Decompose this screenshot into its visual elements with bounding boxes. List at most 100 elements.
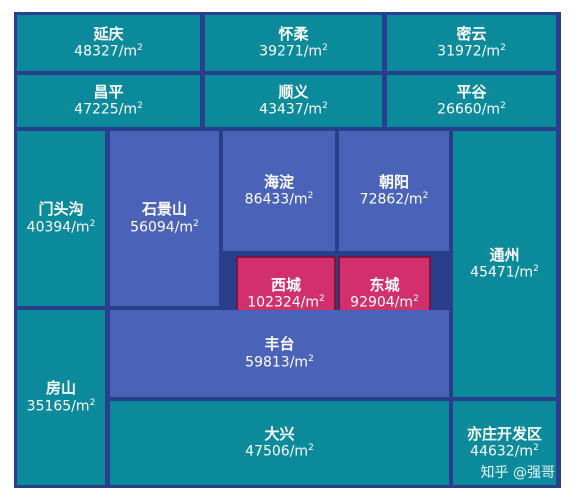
district-price: 39271/m2 (259, 43, 328, 61)
district-price: 59813/m2 (245, 354, 314, 372)
district-name: 西城 (270, 275, 301, 294)
district-tile-huairou: 怀柔 39271/m2 (205, 15, 382, 71)
price-unit: /m (300, 294, 320, 311)
district-name: 延庆 (93, 24, 124, 43)
price-unit: /m (289, 443, 309, 460)
price-unit: /m (71, 219, 90, 236)
price-unit-exponent: 2 (413, 294, 419, 305)
price-value: 45471 (470, 264, 515, 281)
watermark: 知乎 @强哥 (480, 465, 555, 481)
price-value: 72862 (359, 191, 405, 208)
price-unit-exponent: 2 (137, 101, 143, 112)
price-unit: /m (404, 191, 423, 208)
district-price: 86433/m2 (245, 191, 314, 209)
price-unit: /m (71, 398, 90, 415)
price-unit-exponent: 2 (322, 43, 328, 54)
district-tile-yizhuang: 亦庄开发区 44632/m2 (453, 401, 556, 485)
district-name: 大兴 (264, 424, 295, 443)
price-unit-exponent: 2 (533, 264, 539, 275)
district-name: 丰台 (264, 335, 295, 354)
price-value: 92904 (350, 294, 395, 311)
price-unit: /m (289, 191, 308, 208)
district-tile-fangshan: 房山 35165/m2 (17, 310, 105, 485)
district-tile-fengtai: 丰台 59813/m2 (110, 310, 449, 397)
district-price: 47506/m2 (245, 443, 314, 461)
district-price: 40394/m2 (27, 219, 96, 237)
price-unit-exponent: 2 (500, 43, 506, 54)
district-price: 35165/m2 (27, 398, 96, 416)
price-value: 26660 (437, 101, 482, 118)
district-name: 亦庄开发区 (466, 424, 542, 443)
price-unit: /m (118, 101, 138, 118)
price-unit: /m (174, 219, 194, 236)
district-name: 怀柔 (278, 24, 309, 43)
district-name: 门头沟 (38, 200, 84, 219)
price-value: 35165 (26, 398, 72, 415)
price-value: 44632 (470, 443, 515, 460)
price-unit-exponent: 2 (308, 443, 314, 454)
district-name: 顺义 (278, 82, 309, 101)
price-unit: /m (394, 294, 414, 311)
district-tile-yanqing: 延庆 48327/m2 (17, 15, 200, 71)
district-price: 102324/m2 (247, 294, 325, 312)
price-unit-exponent: 2 (193, 218, 199, 229)
price-value: 39271 (259, 43, 304, 60)
price-value: 48327 (74, 43, 119, 60)
price-unit-exponent: 2 (137, 43, 143, 54)
district-price: 44632/m2 (470, 443, 539, 461)
district-tile-changping: 昌平 47225/m2 (17, 75, 200, 127)
price-value: 43437 (259, 101, 304, 118)
price-value: 86433 (244, 191, 290, 208)
district-tile-chaoyang: 朝阳 72862/m2 (339, 131, 449, 251)
district-name: 昌平 (93, 82, 124, 101)
district-tile-shunyi: 顺义 43437/m2 (205, 75, 382, 127)
price-unit: /m (514, 264, 534, 281)
price-unit-exponent: 2 (422, 191, 429, 202)
price-value: 102324 (247, 294, 301, 311)
price-value: 59813 (245, 354, 290, 371)
district-price: 92904/m2 (350, 294, 419, 312)
district-price: 48327/m2 (74, 43, 143, 61)
price-unit: /m (481, 43, 501, 60)
price-value: 40394 (26, 219, 72, 236)
price-value: 47506 (245, 443, 290, 460)
district-price: 47225/m2 (74, 101, 143, 119)
district-tile-shijingshan: 石景山 56094/m2 (110, 131, 219, 306)
district-tile-tongzhou: 通州 45471/m2 (453, 131, 556, 397)
district-name: 东城 (369, 275, 400, 294)
district-price: 26660/m2 (437, 101, 506, 119)
price-unit-exponent: 2 (308, 353, 314, 364)
price-unit: /m (303, 43, 323, 60)
district-name: 密云 (456, 24, 487, 43)
price-unit-exponent: 2 (89, 397, 96, 408)
district-name: 通州 (489, 245, 520, 264)
price-unit-exponent: 2 (89, 218, 96, 229)
district-name: 房山 (45, 379, 76, 398)
district-price: 43437/m2 (259, 101, 328, 119)
district-name: 石景山 (141, 200, 187, 219)
price-value: 31972 (437, 43, 482, 60)
district-name: 海淀 (263, 172, 294, 191)
district-name: 平谷 (456, 82, 487, 101)
price-value: 47225 (74, 101, 119, 118)
price-value: 56094 (130, 219, 175, 236)
district-price: 31972/m2 (437, 43, 506, 61)
price-unit: /m (303, 101, 323, 118)
price-unit: /m (289, 354, 309, 371)
price-unit: /m (514, 443, 534, 460)
price-unit-exponent: 2 (307, 191, 314, 202)
district-tile-pinggu: 平谷 26660/m2 (387, 75, 556, 127)
district-tile-daxing: 大兴 47506/m2 (110, 401, 449, 485)
price-unit: /m (118, 43, 138, 60)
district-tile-mentougou: 门头沟 40394/m2 (17, 131, 105, 306)
district-price: 45471/m2 (470, 264, 539, 282)
price-unit-exponent: 2 (533, 443, 539, 454)
district-price: 72862/m2 (360, 191, 429, 209)
district-name: 朝阳 (378, 172, 409, 191)
price-unit-exponent: 2 (322, 101, 328, 112)
district-tile-haidian: 海淀 86433/m2 (223, 131, 335, 251)
price-unit: /m (481, 101, 501, 118)
price-unit-exponent: 2 (319, 294, 325, 305)
district-tile-miyun: 密云 31972/m2 (387, 15, 556, 71)
price-unit-exponent: 2 (500, 101, 506, 112)
